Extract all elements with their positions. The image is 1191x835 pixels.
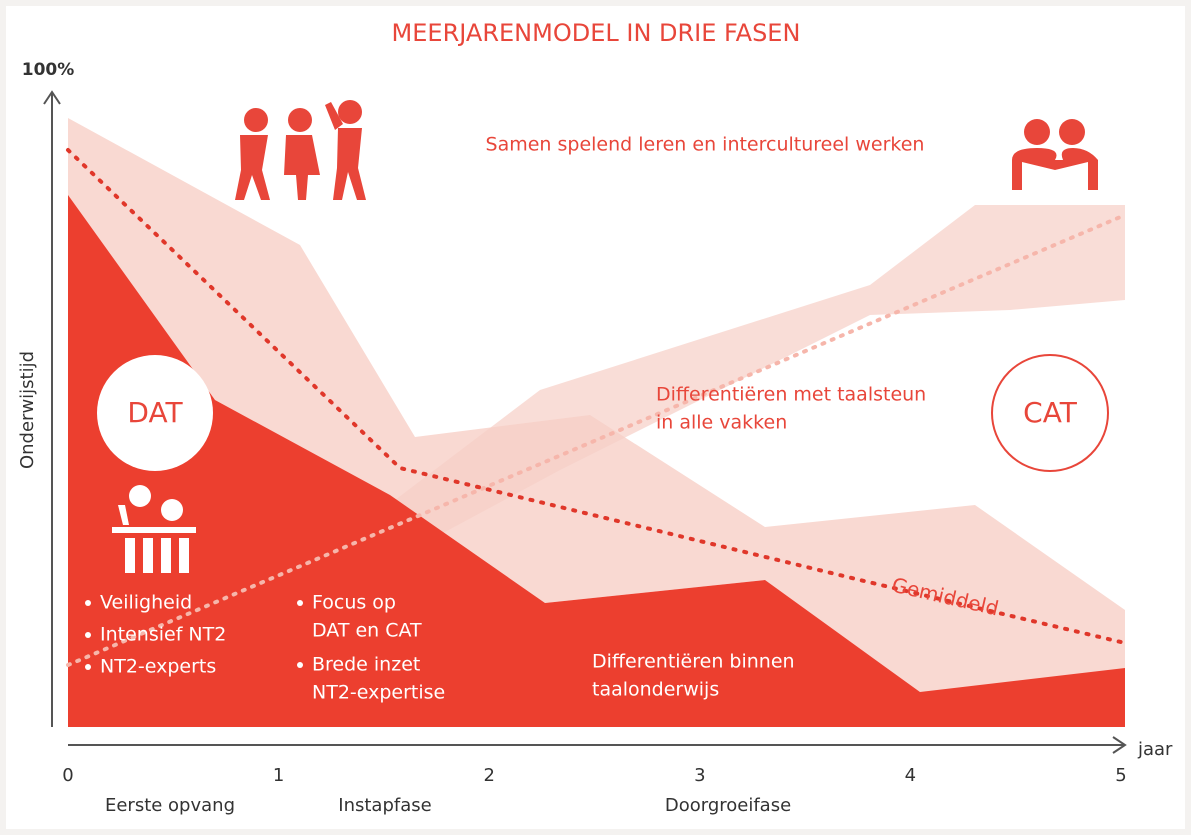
bullet-text: Veiligheid bbox=[100, 592, 192, 614]
cat-label: CAT bbox=[1023, 396, 1078, 429]
dat-area bbox=[68, 195, 1125, 727]
annotation-middle: Differentiëren met taalsteun bbox=[656, 384, 926, 406]
x-tick-label: 4 bbox=[905, 765, 916, 786]
x-label: jaar bbox=[1137, 739, 1173, 760]
y-arrow bbox=[43, 90, 61, 105]
reading-icon bbox=[1012, 119, 1098, 198]
x-arrow bbox=[1112, 736, 1127, 754]
bullet-text: Intensief NT2 bbox=[100, 624, 226, 646]
title: MEERJARENMODEL IN DRIE FASEN bbox=[392, 19, 801, 47]
y-label: Onderwijstijd bbox=[17, 351, 38, 469]
bullet-text: Focus op bbox=[312, 592, 396, 614]
cat-trend bbox=[66, 213, 1127, 667]
y-top: 100% bbox=[22, 60, 75, 80]
phase-label: Eerste opvang bbox=[105, 795, 235, 816]
bullet-text: Brede inzet bbox=[312, 654, 420, 676]
bullet-text: DAT en CAT bbox=[312, 620, 422, 642]
x-tick-label: 5 bbox=[1115, 765, 1126, 786]
bullet bbox=[85, 600, 91, 606]
bullet bbox=[297, 600, 303, 606]
x-tick-label: 0 bbox=[62, 765, 73, 786]
cat-circle bbox=[991, 354, 1109, 472]
annotation-bottom: Differentiëren binnen bbox=[592, 651, 795, 673]
bullet-text: NT2-expertise bbox=[312, 682, 445, 704]
x-tick-label: 2 bbox=[483, 765, 494, 786]
phase-label: Instapfase bbox=[338, 795, 431, 816]
bullet bbox=[85, 632, 91, 638]
bullet bbox=[85, 664, 91, 670]
dat-band bbox=[68, 118, 1125, 692]
x-tick-label: 1 bbox=[273, 765, 284, 786]
annotation-middle: in alle vakken bbox=[656, 412, 787, 434]
average-line bbox=[66, 148, 1127, 645]
teacher-icon bbox=[112, 485, 196, 573]
dat-label: DAT bbox=[127, 396, 183, 429]
annotation-top: Samen spelend leren en intercultureel we… bbox=[486, 134, 925, 156]
x-tick-label: 3 bbox=[694, 765, 705, 786]
children-icon bbox=[235, 100, 366, 200]
annotation-bottom: taalonderwijs bbox=[592, 679, 719, 701]
phase-label: Doorgroeifase bbox=[665, 795, 791, 816]
bullet-text: NT2-experts bbox=[100, 656, 216, 678]
bullet bbox=[297, 662, 303, 668]
dat-circle bbox=[97, 355, 213, 471]
